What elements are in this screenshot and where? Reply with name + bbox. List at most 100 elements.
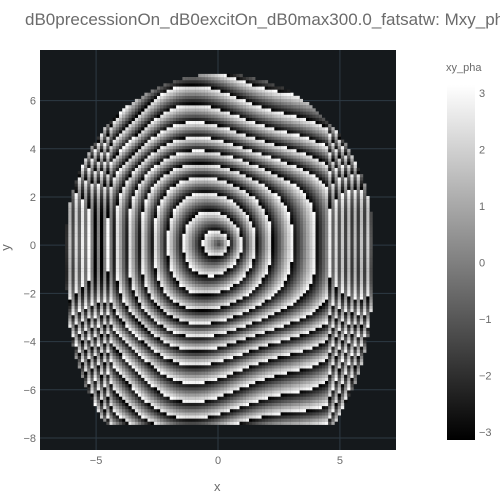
heatmap-cell	[299, 274, 303, 278]
heatmap-cell	[157, 305, 161, 309]
heatmap-cell	[309, 390, 313, 394]
heatmap-cell	[195, 277, 199, 281]
heatmap-cell	[81, 252, 85, 256]
heatmap-cell	[325, 255, 329, 259]
heatmap-cell	[217, 318, 221, 322]
heatmap-cell	[201, 405, 205, 410]
heatmap-cell	[195, 333, 199, 338]
heatmap-cell	[369, 302, 373, 306]
heatmap-cell	[359, 311, 364, 316]
heatmap-cell	[353, 327, 357, 331]
heatmap-cell	[147, 268, 151, 272]
heatmap-cell	[223, 274, 227, 278]
heatmap-cell	[274, 390, 278, 394]
heatmap-cell	[134, 402, 139, 407]
heatmap-cell	[271, 258, 275, 262]
heatmap-cell	[245, 290, 250, 294]
heatmap-cell	[328, 409, 332, 413]
heatmap-cell	[268, 290, 272, 294]
heatmap-cell	[138, 333, 142, 338]
heatmap-cell	[242, 296, 246, 300]
heatmap-cell	[312, 421, 316, 425]
heatmap-cell	[239, 405, 243, 410]
heatmap-cell	[287, 318, 291, 322]
heatmap-cell	[350, 280, 354, 284]
heatmap-cell	[356, 340, 360, 344]
heatmap-cell	[147, 333, 151, 338]
heatmap-cell	[201, 315, 205, 319]
heatmap-cell	[226, 252, 231, 256]
heatmap-cell	[207, 418, 212, 422]
heatmap-cell	[315, 421, 319, 425]
heatmap-cell	[331, 290, 335, 294]
heatmap-cell	[268, 393, 272, 397]
heatmap-cell	[337, 333, 341, 338]
heatmap-cell	[74, 277, 78, 281]
heatmap-cell	[153, 396, 158, 400]
heatmap-cell	[321, 333, 326, 338]
heatmap-cell	[271, 280, 275, 284]
heatmap-cell	[347, 268, 351, 272]
heatmap-cell	[334, 346, 338, 350]
heatmap-cell	[169, 355, 173, 360]
heatmap-cell	[115, 421, 120, 425]
heatmap-cell	[334, 255, 338, 259]
heatmap-cell	[226, 377, 231, 381]
heatmap-cell	[280, 362, 284, 366]
heatmap-cell	[191, 318, 196, 322]
heatmap-cell	[134, 252, 139, 256]
heatmap-cell	[229, 286, 234, 291]
heatmap-cell	[277, 352, 281, 356]
heatmap-cell	[144, 321, 148, 325]
heatmap-cell	[274, 355, 278, 360]
heatmap-cell	[112, 268, 116, 272]
heatmap-cell	[299, 412, 303, 416]
heatmap-cell	[179, 396, 183, 400]
heatmap-cell	[328, 290, 332, 294]
heatmap-cell	[296, 252, 300, 256]
heatmap-cell	[169, 390, 173, 394]
heatmap-cell	[141, 396, 145, 400]
heatmap-cell	[223, 264, 227, 269]
heatmap-cell	[163, 280, 167, 284]
heatmap-cell	[68, 311, 72, 316]
heatmap-cell	[84, 352, 88, 356]
heatmap-cell	[131, 271, 135, 275]
heatmap-cell	[245, 311, 250, 316]
heatmap-cell	[198, 352, 202, 356]
heatmap-cell	[185, 399, 189, 403]
heatmap-cell	[217, 412, 221, 416]
heatmap-cell	[201, 324, 205, 328]
heatmap-cell	[210, 308, 215, 313]
heatmap-cell	[223, 358, 227, 363]
heatmap-cell	[249, 387, 253, 391]
heatmap-cell	[204, 396, 208, 400]
heatmap-cell	[239, 315, 243, 319]
heatmap-cell	[220, 318, 224, 322]
heatmap-cell	[112, 399, 116, 403]
heatmap-cell	[236, 343, 240, 347]
heatmap-cell	[325, 349, 329, 353]
heatmap-cell	[233, 352, 237, 356]
heatmap-cell	[71, 337, 75, 341]
heatmap-cell	[191, 311, 196, 316]
heatmap-cell	[258, 315, 262, 319]
heatmap-cell	[287, 412, 291, 416]
heatmap-cell	[337, 412, 341, 416]
heatmap-cell	[353, 296, 357, 300]
heatmap-cell	[128, 393, 132, 397]
heatmap-cell	[172, 377, 177, 381]
heatmap-cell	[188, 311, 192, 316]
heatmap-cell	[252, 409, 256, 413]
heatmap-cell	[337, 374, 341, 378]
heatmap-cell	[134, 330, 139, 334]
heatmap-cell	[204, 368, 208, 372]
heatmap-cell	[290, 412, 294, 416]
heatmap-cell	[214, 346, 218, 350]
heatmap-cell	[207, 409, 212, 413]
heatmap-cell	[226, 355, 231, 360]
heatmap-cell	[217, 321, 221, 325]
heatmap-cell	[325, 264, 329, 269]
heatmap-cell	[169, 315, 173, 319]
